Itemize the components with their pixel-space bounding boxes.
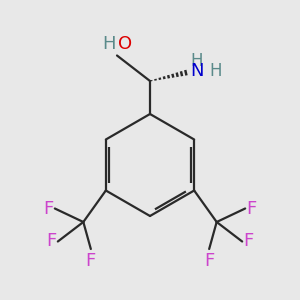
Text: F: F [43, 200, 53, 217]
Text: F: F [204, 252, 214, 270]
Text: F: F [46, 232, 56, 250]
Text: F: F [86, 252, 96, 270]
Text: N: N [190, 62, 204, 80]
Text: O: O [118, 35, 133, 53]
Text: H: H [102, 35, 116, 53]
Text: H: H [209, 62, 222, 80]
Text: H: H [190, 52, 203, 70]
Text: F: F [244, 232, 254, 250]
Text: F: F [247, 200, 257, 217]
